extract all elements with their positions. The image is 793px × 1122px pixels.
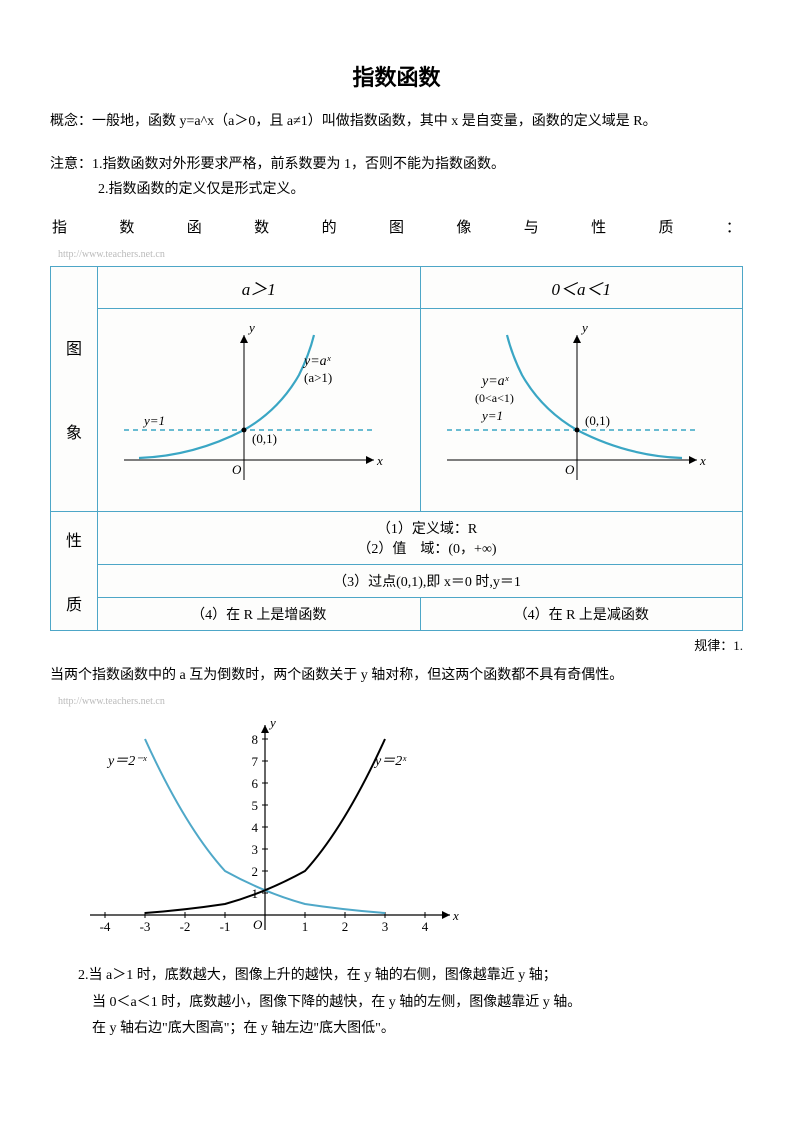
svg-text:(0,1): (0,1): [585, 413, 610, 428]
svg-text:y=aˣ: y=aˣ: [302, 354, 332, 369]
h-char: ：: [726, 216, 741, 237]
rule-2a: 2.当 a＞1 时，底数越大，图像上升的越快，在 y 轴的右侧，图像越靠近 y …: [78, 963, 743, 990]
row-label-graph: 图 象: [51, 267, 98, 512]
prop-1: （1）定义域：R: [118, 518, 736, 538]
h-char: 数: [119, 216, 134, 237]
svg-text:3: 3: [252, 842, 259, 857]
rule-2-block: 2.当 a＞1 时，底数越大，图像上升的越快，在 y 轴的右侧，图像越靠近 y …: [50, 963, 743, 1043]
svg-text:5: 5: [252, 798, 259, 813]
svg-text:O: O: [565, 462, 575, 477]
h-char: 图: [389, 216, 404, 237]
symmetric-graph: -4 -3 -2 -1 1 2 3 4 1 2 3 4 5 6 7 8: [70, 715, 743, 945]
svg-text:O: O: [232, 462, 242, 477]
prop-domain-range: （1）定义域：R （2）值 域：(0，+∞): [98, 512, 743, 565]
svg-text:(0,1): (0,1): [252, 431, 277, 446]
note-1: 1.指数函数对外形要求严格，前系数要为 1，否则不能为指数函数。: [92, 157, 505, 172]
label-char: 性: [55, 527, 93, 551]
watermark-text: http://www.teachers.net.cn: [50, 249, 743, 260]
label-char: 图: [55, 335, 93, 359]
prop-4a: （4）在 R 上是增函数: [98, 598, 421, 631]
label-char: 象: [55, 419, 93, 443]
h-char: 质: [659, 216, 674, 237]
chart-a-lt-1: y x O y=aˣ (0<a<1) y=1 (0,1): [420, 309, 743, 512]
rule-label: 规律：1.: [50, 635, 743, 654]
chart-a-gt-1: y x O y=aˣ (a>1) y=1 (0,1): [98, 309, 421, 512]
concept-text: 概念：一般地，函数 y=a^x（a＞0，且 a≠1）叫做指数函数，其中 x 是自…: [50, 110, 743, 134]
svg-text:x: x: [452, 908, 459, 923]
h-char: 与: [524, 216, 539, 237]
svg-text:-1: -1: [220, 919, 231, 934]
properties-table: 图 象 a＞1 0＜a＜1 y x O y=aˣ (a>1) y=1 (0: [50, 266, 743, 631]
svg-text:x: x: [376, 453, 383, 468]
h-char: 函: [187, 216, 202, 237]
prop-2: （2）值 域：(0，+∞): [118, 538, 736, 558]
col1-header: a＞1: [98, 267, 421, 309]
label-char: 质: [55, 591, 93, 615]
svg-text:x: x: [699, 453, 706, 468]
svg-text:y=1: y=1: [142, 413, 165, 428]
svg-text:y: y: [580, 320, 588, 335]
svg-text:y=1: y=1: [480, 408, 503, 423]
svg-text:-4: -4: [100, 919, 111, 934]
svg-text:-2: -2: [180, 919, 191, 934]
h-char: 性: [591, 216, 606, 237]
svg-text:y: y: [247, 320, 255, 335]
svg-text:4: 4: [252, 820, 259, 835]
svg-text:2: 2: [252, 864, 259, 879]
row-label-props: 性 质: [51, 512, 98, 631]
svg-text:-3: -3: [140, 919, 151, 934]
note-2: 2.指数函数的定义仅是形式定义。: [98, 182, 305, 197]
svg-text:3: 3: [382, 919, 389, 934]
watermark-text-2: http://www.teachers.net.cn: [50, 696, 743, 707]
svg-text:8: 8: [252, 732, 259, 747]
svg-text:2: 2: [342, 919, 349, 934]
rule-2b: 当 0＜a＜1 时，底数越小，图像下降的越快，在 y 轴的左侧，图像越靠近 y …: [78, 990, 743, 1017]
svg-text:(a>1): (a>1): [304, 370, 332, 385]
h-char: 像: [456, 216, 471, 237]
svg-text:O: O: [253, 917, 263, 932]
page-title: 指数函数: [50, 60, 743, 92]
svg-text:4: 4: [422, 919, 429, 934]
prop-3: （3）过点(0,1),即 x＝0 时,y＝1: [98, 565, 743, 598]
note-label: 注意：: [50, 157, 92, 172]
h-char: 的: [322, 216, 337, 237]
svg-text:6: 6: [252, 776, 259, 791]
rule-1-text: 当两个指数函数中的 a 互为倒数时，两个函数关于 y 轴对称，但这两个函数都不具…: [50, 664, 743, 688]
svg-text:(0<a<1): (0<a<1): [475, 391, 514, 405]
h-char: 数: [254, 216, 269, 237]
prop-4b: （4）在 R 上是减函数: [420, 598, 743, 631]
rule-2c: 在 y 轴右边"底大图高"；在 y 轴左边"底大图低"。: [78, 1016, 743, 1043]
svg-text:y＝2⁻ˣ: y＝2⁻ˣ: [106, 754, 148, 769]
svg-text:y=aˣ: y=aˣ: [480, 374, 510, 389]
col2-header: 0＜a＜1: [420, 267, 743, 309]
h-char: 指: [52, 216, 67, 237]
section-heading: 指 数 函 数 的 图 像 与 性 质 ：: [50, 216, 743, 237]
svg-text:7: 7: [252, 754, 259, 769]
svg-text:y＝2ˣ: y＝2ˣ: [373, 754, 407, 769]
svg-text:1: 1: [302, 919, 309, 934]
svg-text:y: y: [268, 715, 276, 730]
notes-block: 注意：1.指数函数对外形要求严格，前系数要为 1，否则不能为指数函数。 2.指数…: [50, 152, 743, 202]
